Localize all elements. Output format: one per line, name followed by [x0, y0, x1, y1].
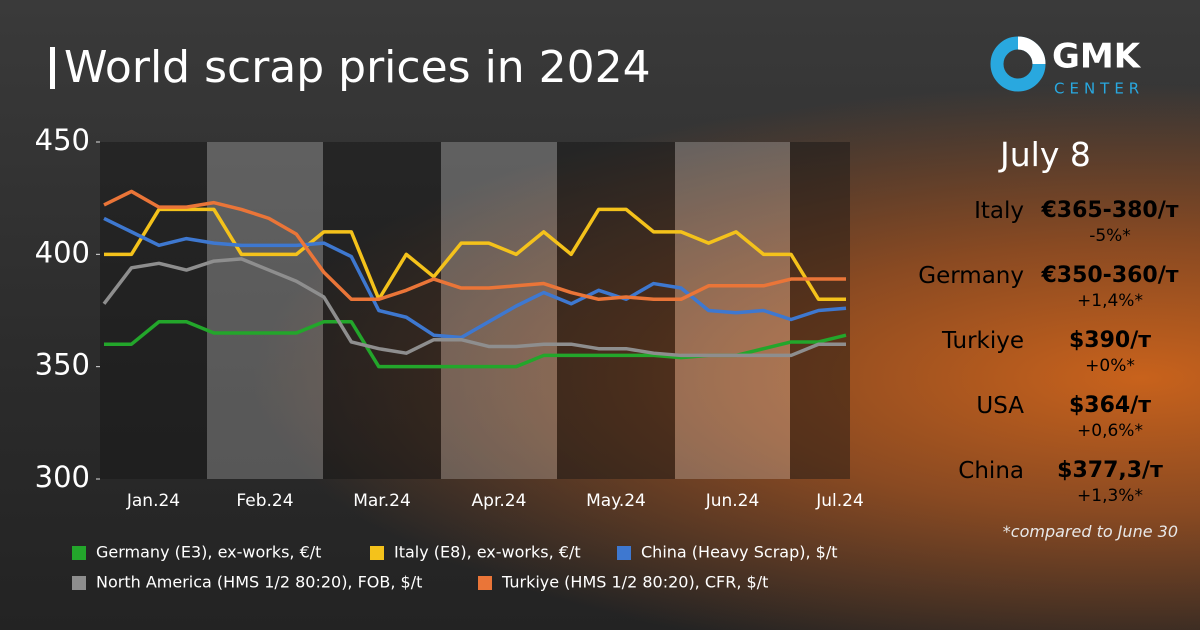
change: +1,4%* — [1077, 291, 1143, 311]
legend-swatch — [72, 576, 86, 590]
price: $364/т — [1068, 393, 1152, 418]
series-line — [104, 207, 846, 302]
change: -5%* — [1089, 226, 1131, 246]
series-line — [103, 216, 847, 340]
country: Turkiye — [941, 328, 1024, 354]
logo-icon-part — [1017, 36, 1046, 65]
country: China — [958, 458, 1024, 484]
month-band — [100, 142, 207, 479]
month-band — [441, 142, 557, 479]
month-band — [207, 142, 323, 479]
legend-label: Turkiye (HMS 1/2 80:20), CFR, $/t — [501, 573, 768, 592]
price: €350-360/т — [1041, 263, 1179, 288]
series-line — [102, 257, 846, 358]
legend-label: Italy (E8), ex-works, €/t — [394, 543, 581, 562]
series-line — [103, 189, 846, 302]
price: €365-380/т — [1041, 198, 1179, 223]
x-tick-label: May.24 — [586, 491, 646, 511]
country: Italy — [974, 198, 1024, 224]
x-tick-label: Jan.24 — [126, 491, 180, 511]
y-tick-label: 400 — [35, 235, 90, 269]
month-band — [675, 142, 790, 479]
legend-label: North America (HMS 1/2 80:20), FOB, $/t — [96, 573, 422, 592]
legend-swatch — [478, 576, 492, 590]
month-band — [557, 142, 675, 479]
legend-swatch — [370, 546, 384, 560]
legend-label: Germany (E3), ex-works, €/t — [96, 543, 321, 562]
panel-note: *compared to June 30 — [1002, 522, 1178, 541]
change: +0%* — [1085, 356, 1135, 376]
country: Germany — [918, 263, 1024, 289]
y-tick-label: 300 — [35, 460, 90, 494]
legend-label: China (Heavy Scrap), $/t — [641, 543, 837, 562]
change: +0,6%* — [1077, 421, 1143, 441]
y-tick-label: 450 — [35, 123, 90, 157]
price: $390/т — [1068, 328, 1152, 353]
logo-sub: CENTER — [1054, 80, 1144, 98]
change: +1,3%* — [1077, 486, 1143, 506]
legend-swatch — [617, 546, 631, 560]
panel-date: July 8 — [1000, 135, 1091, 174]
legend-swatch — [72, 546, 86, 560]
country: USA — [976, 393, 1024, 419]
x-tick-label: Jun.24 — [705, 491, 760, 511]
y-tick-label: 350 — [35, 348, 90, 382]
x-tick-label: Mar.24 — [353, 491, 411, 511]
price: $377,3/т — [1057, 458, 1163, 483]
title-bar — [50, 47, 55, 89]
logo-name: GMK — [1052, 37, 1142, 77]
x-tick-label: Apr.24 — [472, 491, 527, 511]
chart-title: World scrap prices in 2024 — [64, 42, 651, 93]
x-tick-label: Feb.24 — [236, 491, 293, 511]
x-tick-label: Jul.24 — [815, 491, 864, 511]
